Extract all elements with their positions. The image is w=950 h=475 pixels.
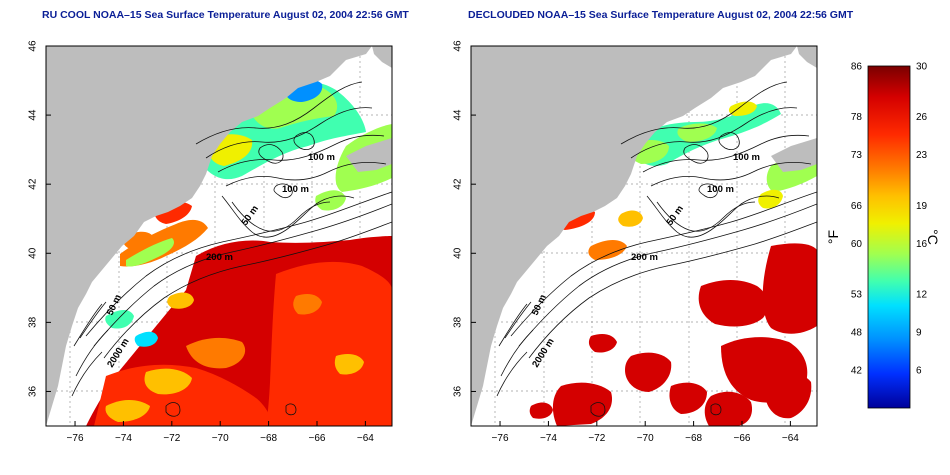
colorbar-f-label: 66 (851, 201, 863, 212)
colorbar-f-label: 48 (851, 328, 863, 339)
colorbar-unit-celsius: °C (925, 229, 941, 245)
colorbar-f-label: 73 (851, 150, 863, 161)
left-y-tick-label: 42 (28, 178, 39, 190)
right-map-frame (470, 45, 818, 427)
right-x-tick-label: −76 (492, 433, 509, 444)
right-contour-label-100b: 100 m (707, 184, 734, 195)
colorbar-c-label: 23 (916, 150, 928, 161)
right-contour-label-100a: 100 m (733, 152, 760, 163)
right-y-tick-label: 46 (453, 40, 464, 52)
left-x-tick-label: −72 (163, 433, 180, 444)
left-map-panel: 100 m 100 m 50 m 200 m 50 m 2000 m (45, 45, 393, 427)
right-x-tick-label: −72 (588, 433, 605, 444)
right-x-tick-label: −70 (637, 433, 654, 444)
right-y-tick-label: 38 (453, 316, 464, 328)
map-axes: −76 −74 −72 −70 −68 −66 −64 46 44 42 40 38 36 −76 −74 −… (27, 40, 799, 444)
right-map-panel: 100 m 100 m 50 m 200 m 50 m 2000 m (470, 45, 818, 427)
right-contour-label-200: 200 m (631, 252, 658, 263)
left-y-tick-label: 46 (28, 40, 39, 52)
right-map-title: DECLOUDED NOAA–15 Sea Surface Temperatur… (468, 9, 854, 21)
left-map-frame (45, 45, 393, 427)
colorbar-f-label: 86 (851, 62, 863, 73)
colorbar-c-label: 16 (916, 239, 928, 250)
left-map-title: RU COOL NOAA–15 Sea Surface Temperature … (42, 9, 409, 21)
left-x-tick-label: −64 (357, 433, 374, 444)
colorbar: 86 78 73 66 60 53 48 42 30 26 23 19 16 12 9 6 °F °C (825, 62, 941, 409)
colorbar-fahrenheit-labels: 86 78 73 66 60 53 48 42 (851, 62, 863, 377)
left-x-tick-label: −74 (115, 433, 132, 444)
colorbar-c-label: 6 (916, 366, 922, 377)
left-x-tick-label: −66 (309, 433, 326, 444)
colorbar-f-label: 60 (851, 239, 863, 250)
right-x-tick-label: −68 (685, 433, 702, 444)
right-x-tick-label: −74 (540, 433, 557, 444)
left-y-tick-label: 36 (28, 385, 39, 397)
right-y-tick-label: 40 (453, 247, 464, 259)
left-x-tick-label: −68 (260, 433, 277, 444)
right-y-tick-label: 44 (453, 109, 464, 121)
right-x-tick-label: −66 (734, 433, 751, 444)
colorbar-unit-fahrenheit: °F (825, 230, 841, 244)
left-y-tick-label: 44 (28, 109, 39, 121)
left-contour-label-200: 200 m (206, 252, 233, 263)
colorbar-f-label: 78 (851, 112, 863, 123)
left-y-tick-label: 38 (28, 316, 39, 328)
left-x-tick-label: −76 (67, 433, 84, 444)
left-y-tick-label: 40 (27, 247, 38, 259)
right-y-tick-label: 42 (453, 178, 464, 190)
colorbar-c-label: 12 (916, 290, 928, 301)
colorbar-celsius-labels: 30 26 23 19 16 12 9 6 (916, 62, 928, 377)
colorbar-f-label: 53 (851, 290, 863, 301)
colorbar-strip (867, 65, 911, 409)
right-x-tick-label: −64 (782, 433, 799, 444)
colorbar-c-label: 30 (916, 62, 928, 73)
colorbar-c-label: 26 (916, 112, 928, 123)
left-contour-label-100a: 100 m (308, 152, 335, 163)
right-y-tick-label: 36 (453, 385, 464, 397)
left-x-tick-label: −70 (212, 433, 229, 444)
left-contour-label-100b: 100 m (282, 184, 309, 195)
colorbar-f-label: 42 (851, 366, 863, 377)
right-sst-patches (471, 46, 817, 426)
colorbar-c-label: 9 (916, 328, 922, 339)
colorbar-c-label: 19 (916, 201, 928, 212)
